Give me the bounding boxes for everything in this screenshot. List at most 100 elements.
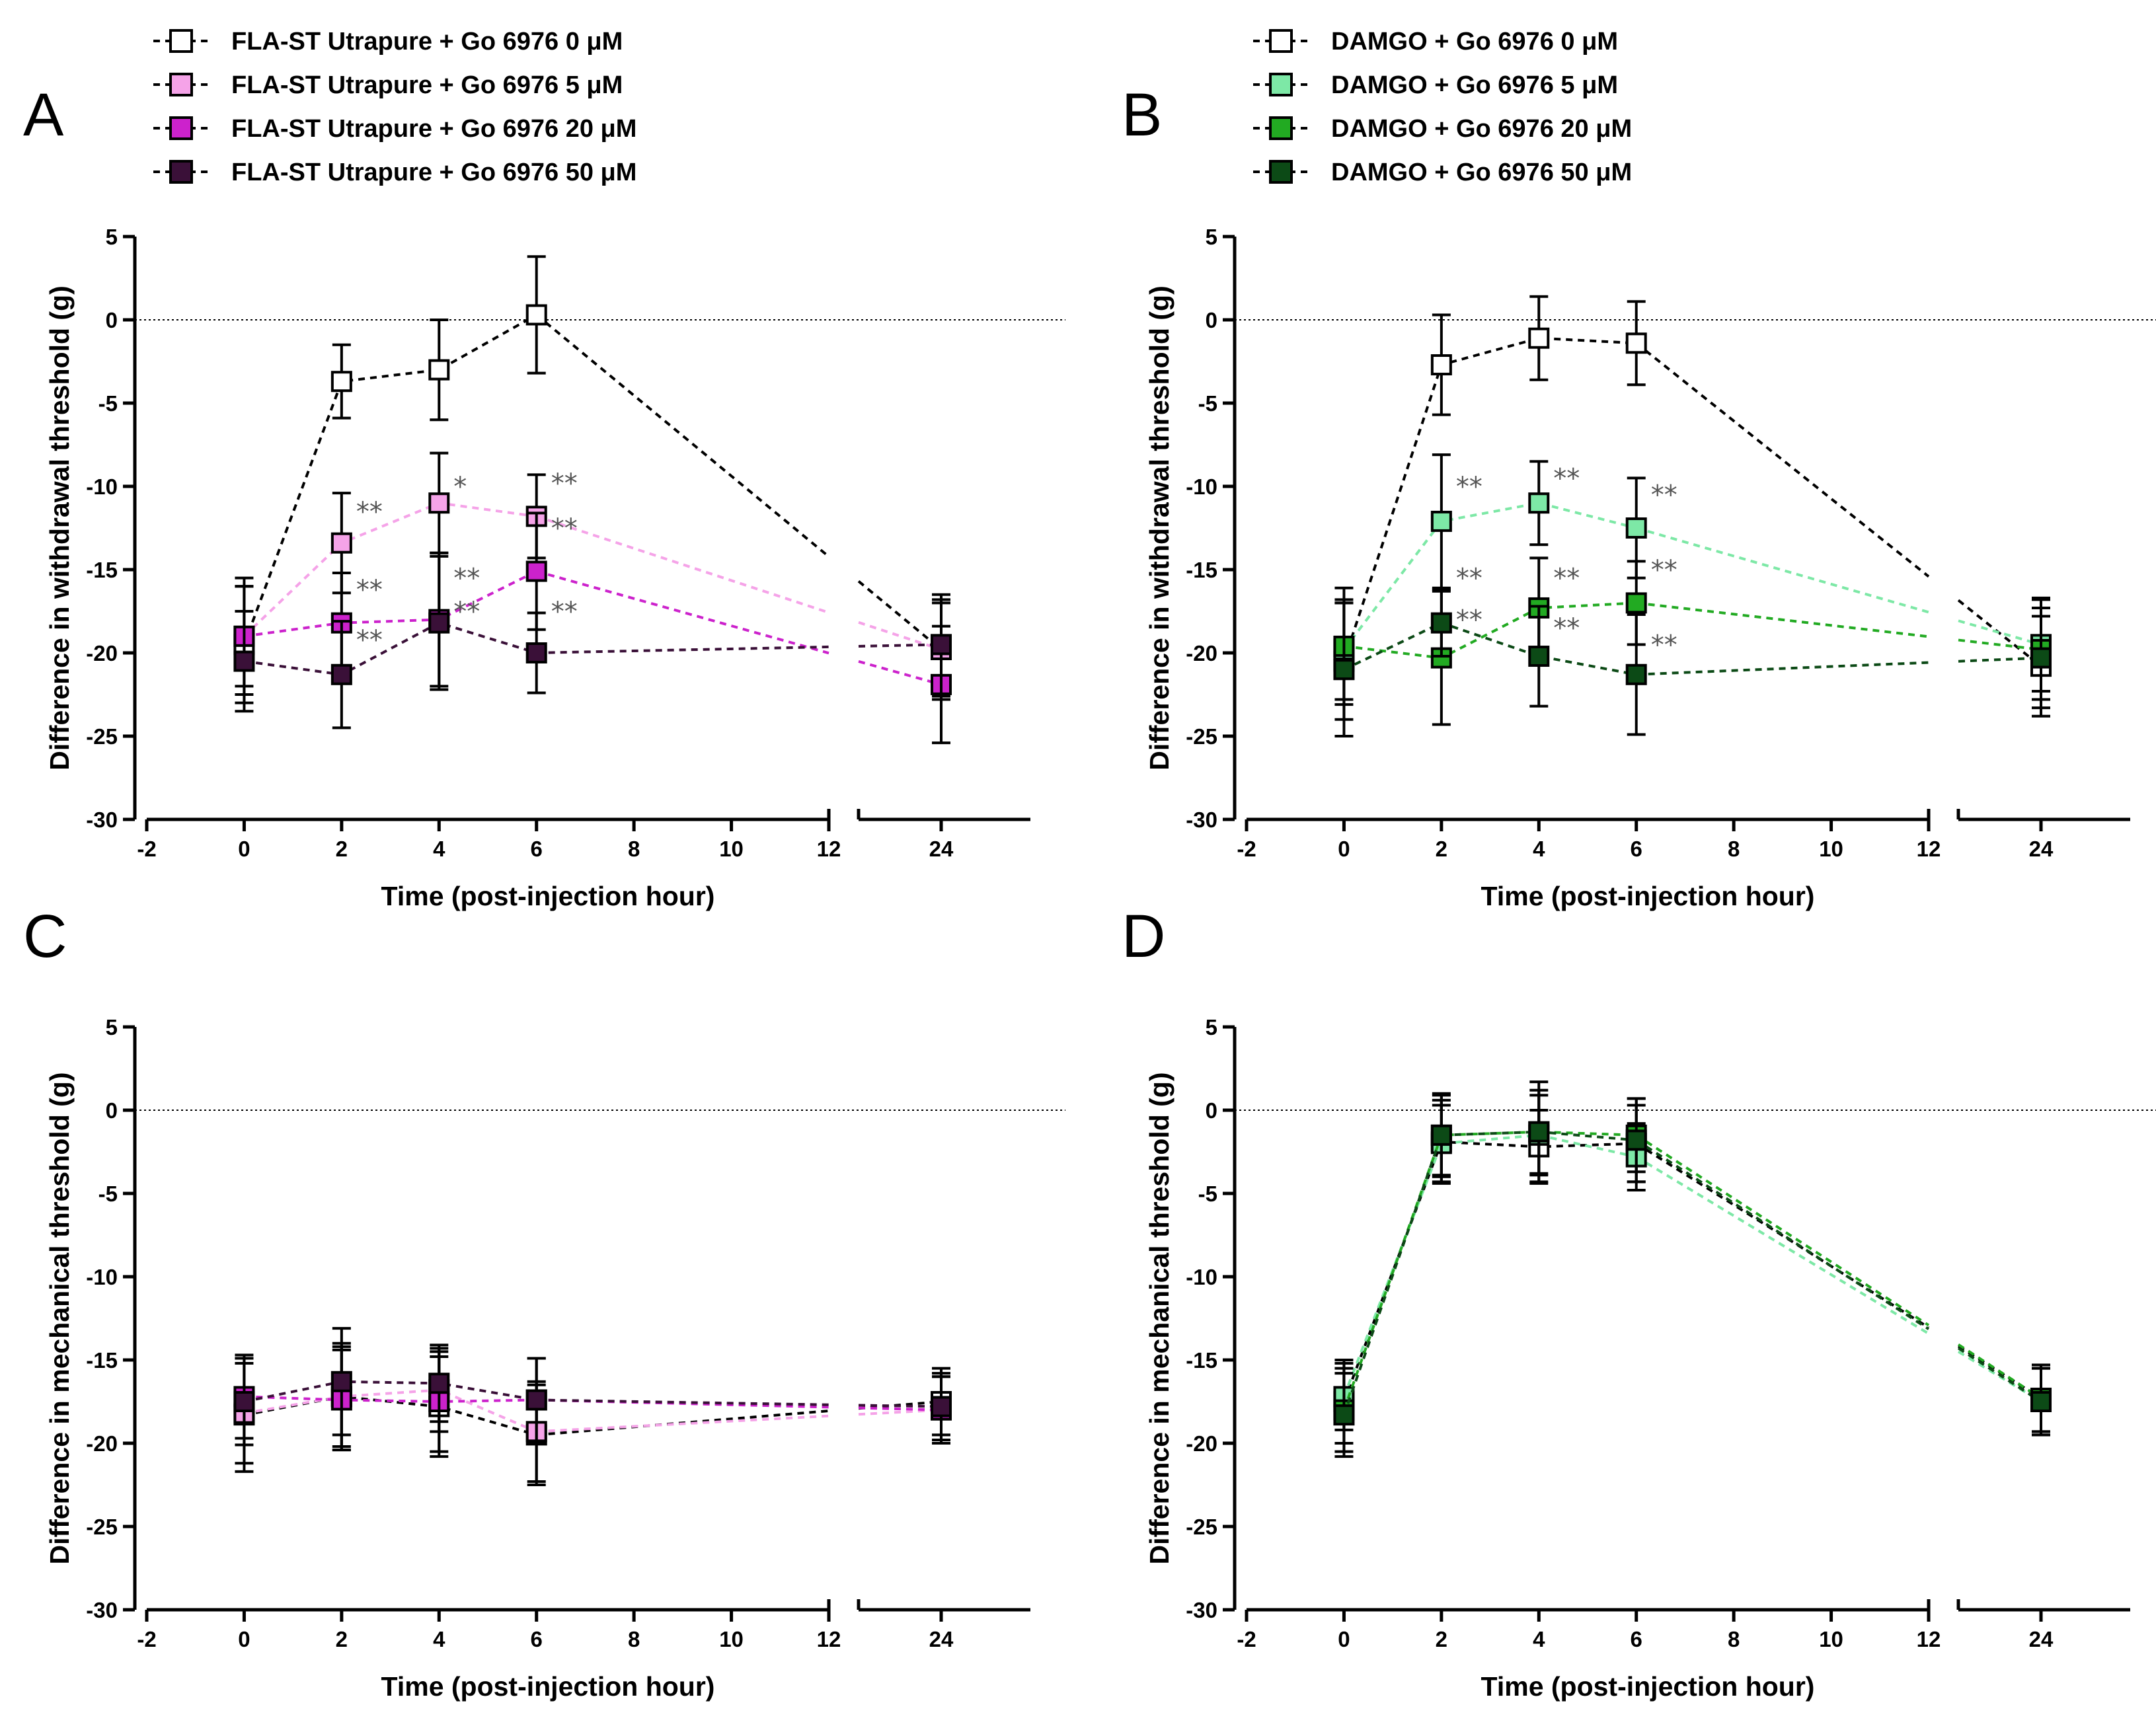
series-line-after-break <box>858 660 942 686</box>
y-tick-label: -10 <box>86 474 118 499</box>
data-point-marker <box>1430 612 1452 634</box>
legend-label: DAMGO + Go 6976 0 μM <box>1331 28 1618 56</box>
data-point-marker <box>330 371 352 393</box>
data-point-marker <box>330 1371 352 1392</box>
legend-label: DAMGO + Go 6976 20 μM <box>1331 115 1632 143</box>
legend-marker-swatch <box>1269 29 1293 53</box>
y-tick-label: -20 <box>1186 641 1217 665</box>
x-tick-label: 24 <box>2029 837 2054 861</box>
y-tick-label: -25 <box>1186 724 1217 749</box>
y-tick-label: -5 <box>98 391 118 416</box>
data-point-marker <box>931 1396 952 1417</box>
y-tick-label: -20 <box>1186 1431 1217 1456</box>
x-tick-label: 6 <box>531 1627 543 1651</box>
data-point-marker <box>931 634 952 656</box>
series-line-to-break <box>1635 1155 1930 1335</box>
series-line-after-break <box>1958 619 2042 646</box>
y-tick-label: -15 <box>1186 1348 1217 1373</box>
series-line <box>1343 621 1637 676</box>
x-tick-label: 2 <box>1436 1627 1447 1651</box>
data-point-marker <box>525 560 547 582</box>
legend-marker-swatch <box>169 160 193 184</box>
data-point-marker <box>525 1389 547 1411</box>
data-point-marker <box>233 650 255 672</box>
x-tick-label: 8 <box>1728 1627 1740 1651</box>
legend-marker-swatch <box>169 29 193 53</box>
y-axis-title: Difference in mechanical threshold (g) <box>44 1073 75 1565</box>
series-line <box>244 621 537 676</box>
legend-marker-swatch <box>1269 73 1293 96</box>
series-line-after-break <box>858 643 942 648</box>
data-point-marker <box>428 612 450 634</box>
series-line-to-break <box>536 515 829 614</box>
significance-annotation: ** <box>1651 630 1677 660</box>
x-tick-label: 2 <box>336 1627 348 1651</box>
legend-marker-swatch <box>1269 116 1293 140</box>
data-point-marker <box>1625 517 1647 539</box>
data-point-marker <box>1430 354 1452 376</box>
y-tick-label: 5 <box>106 1015 118 1039</box>
legend-label: FLA-ST Utrapure + Go 6976 0 μM <box>231 28 623 56</box>
series-line-after-break <box>858 1408 942 1416</box>
data-point-marker <box>2030 1391 2052 1412</box>
significance-annotation: ** <box>551 513 578 544</box>
significance-annotation: ** <box>1553 613 1580 644</box>
x-tick-label: 12 <box>817 837 841 861</box>
y-tick-label: -5 <box>1198 1182 1217 1206</box>
series-line <box>1344 601 1636 660</box>
series-line <box>244 1395 537 1404</box>
y-tick-label: -25 <box>86 1515 118 1539</box>
series-line-to-break <box>1636 601 1929 638</box>
data-point-marker <box>1430 510 1452 532</box>
data-point-marker <box>2030 647 2052 669</box>
series-4 <box>233 1327 952 1447</box>
legend-marker-swatch <box>169 116 193 140</box>
data-point-marker <box>1333 1404 1355 1426</box>
x-tick-label: 4 <box>433 837 445 861</box>
series-line-after-break <box>858 1406 942 1412</box>
data-point-marker <box>525 304 547 326</box>
y-tick-label: -25 <box>1186 1515 1217 1539</box>
legend-right: DAMGO + Go 6976 0 μM DAMGO + Go 6976 5 μM… <box>1253 28 1632 186</box>
series-line-to-break <box>1635 1134 1930 1327</box>
significance-annotation: ** <box>1456 564 1482 594</box>
series-line-to-break <box>536 1398 829 1406</box>
y-tick-label: 0 <box>1206 1098 1217 1123</box>
y-tick-label: -15 <box>86 1348 118 1373</box>
y-tick-label: -30 <box>1186 808 1217 832</box>
legend-marker-swatch <box>169 73 193 96</box>
significance-annotation: ** <box>1456 605 1482 636</box>
x-axis-title: Time (post-injection hour) <box>1481 1671 1815 1702</box>
data-point-marker <box>1333 659 1355 681</box>
legend-label: FLA-ST Utrapure + Go 6976 20 μM <box>231 115 636 143</box>
x-tick-label: -2 <box>1237 837 1256 861</box>
x-tick-label: 24 <box>929 1627 954 1651</box>
series-line <box>243 313 537 646</box>
x-tick-label: 12 <box>817 1627 841 1651</box>
x-tick-label: 8 <box>1728 837 1740 861</box>
x-tick-label: 2 <box>336 837 348 861</box>
x-tick-label: 6 <box>1631 837 1642 861</box>
y-axis-title: Difference in withdrawal threshold (g) <box>1144 285 1174 771</box>
y-tick-label: -15 <box>86 558 118 582</box>
series-line-to-break <box>535 313 830 558</box>
significance-annotation: ** <box>1651 480 1677 511</box>
x-tick-label: 4 <box>1533 837 1545 861</box>
legend-label: DAMGO + Go 6976 5 μM <box>1331 71 1618 99</box>
y-axis-title: Difference in mechanical threshold (g) <box>1144 1073 1174 1565</box>
significance-annotation: ** <box>453 597 480 627</box>
y-tick-label: -30 <box>86 808 118 832</box>
x-tick-label: 24 <box>929 837 954 861</box>
series-4 <box>233 554 952 730</box>
series-line <box>244 570 537 638</box>
data-point-marker <box>525 642 547 663</box>
x-tick-label: 0 <box>238 1627 250 1651</box>
data-point-marker <box>233 1391 255 1412</box>
significance-annotation: ** <box>356 575 383 605</box>
data-point-marker <box>330 532 352 554</box>
x-tick-label: 8 <box>628 837 640 861</box>
data-point-marker <box>1528 646 1550 667</box>
y-tick-label: 0 <box>106 308 118 332</box>
